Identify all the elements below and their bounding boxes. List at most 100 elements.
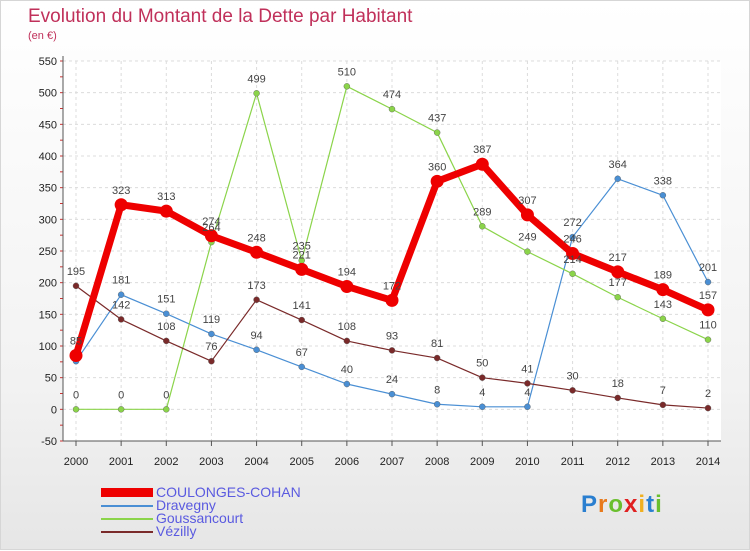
y-tick-label: 50 [45, 373, 57, 385]
legend-swatch [101, 505, 153, 507]
data-label: 110 [699, 320, 717, 332]
data-point [433, 129, 441, 136]
data-point [114, 198, 128, 212]
data-label: 172 [383, 280, 401, 292]
data-label: 360 [428, 161, 446, 173]
x-tick-label: 2002 [154, 456, 178, 468]
data-point [163, 406, 170, 413]
data-point [208, 330, 215, 338]
legend-label: Goussancourt [156, 510, 244, 526]
data-point [614, 294, 621, 301]
data-label: 499 [247, 73, 265, 85]
x-tick-label: 2004 [244, 456, 268, 468]
logo-letter: o [608, 491, 625, 518]
logo-letter: P [581, 491, 599, 518]
data-point [117, 406, 125, 413]
data-point [433, 401, 441, 408]
data-label: 4 [479, 387, 485, 399]
data-label: 85 [70, 336, 82, 348]
x-tick-label: 2010 [515, 456, 539, 468]
data-point [295, 262, 309, 276]
data-point [117, 291, 125, 298]
x-tick-label: 2003 [199, 456, 223, 468]
data-label: 151 [157, 294, 175, 306]
x-tick-label: 2009 [470, 456, 494, 468]
logo-letter: i [638, 491, 647, 518]
data-label: 157 [699, 290, 717, 302]
data-point [704, 278, 712, 286]
data-point [704, 336, 712, 343]
data-label: 307 [518, 195, 536, 207]
data-point [159, 204, 173, 218]
data-label: 67 [296, 347, 308, 359]
data-point [614, 175, 621, 183]
data-point [479, 223, 486, 230]
data-point [253, 296, 260, 303]
data-point [659, 401, 667, 409]
y-tick-label: 150 [39, 309, 57, 321]
data-point [163, 310, 170, 317]
data-label: 50 [476, 358, 488, 370]
data-point [479, 403, 486, 410]
data-label: 30 [566, 370, 578, 382]
data-label: 7 [660, 385, 666, 397]
y-tick-label: 100 [39, 341, 57, 353]
x-tick-label: 2005 [289, 456, 313, 468]
data-label: 41 [521, 363, 533, 375]
proxiti-logo: Proxiti [581, 491, 663, 519]
data-point [385, 293, 399, 307]
data-point [569, 233, 576, 241]
y-tick-label: 300 [39, 214, 57, 226]
data-point [253, 90, 260, 97]
data-label: 189 [654, 270, 672, 282]
data-label: 4 [524, 387, 530, 399]
data-label: 289 [473, 206, 491, 218]
data-label: 173 [247, 280, 265, 292]
data-point [163, 337, 170, 345]
logo-letter: r [598, 491, 609, 518]
y-tick-label: 200 [39, 278, 57, 290]
data-label: 235 [293, 241, 311, 253]
data-point [614, 394, 621, 402]
data-point [520, 208, 534, 222]
data-point [524, 248, 531, 255]
data-point [524, 380, 531, 387]
x-tick-label: 2000 [64, 456, 88, 468]
data-label: 221 [293, 249, 311, 261]
y-tick-label: -50 [41, 436, 57, 448]
data-point [569, 270, 576, 277]
data-label: 274 [202, 216, 220, 228]
data-label: 108 [157, 321, 175, 333]
y-tick-label: 250 [39, 246, 57, 258]
data-point [72, 406, 80, 413]
logo-letter: x [624, 491, 639, 518]
data-label: 201 [699, 262, 717, 274]
data-label: 142 [112, 299, 130, 311]
data-point [343, 83, 351, 90]
x-tick-label: 2007 [380, 456, 404, 468]
legend-label: Dravegny [156, 497, 216, 513]
data-point [343, 337, 351, 345]
data-label: 40 [341, 364, 353, 376]
data-label: 181 [112, 275, 130, 287]
data-label: 76 [205, 341, 217, 353]
data-label: 364 [609, 159, 627, 171]
logo-letter: t [646, 491, 656, 518]
data-label: 141 [293, 300, 311, 312]
data-point [72, 282, 80, 290]
x-tick-label: 2012 [605, 456, 629, 468]
data-label: 246 [563, 234, 581, 246]
x-tick-label: 2013 [651, 456, 675, 468]
data-label: 387 [473, 144, 491, 156]
x-tick-label: 2001 [109, 456, 133, 468]
y-tick-label: 450 [39, 119, 57, 131]
data-label: 195 [67, 266, 85, 278]
data-point [117, 316, 125, 323]
y-tick-label: 350 [39, 183, 57, 195]
x-tick-label: 2006 [335, 456, 359, 468]
data-label: 2 [705, 388, 711, 400]
data-label: 313 [157, 191, 175, 203]
data-point [659, 315, 667, 322]
data-label: 0 [118, 389, 124, 401]
